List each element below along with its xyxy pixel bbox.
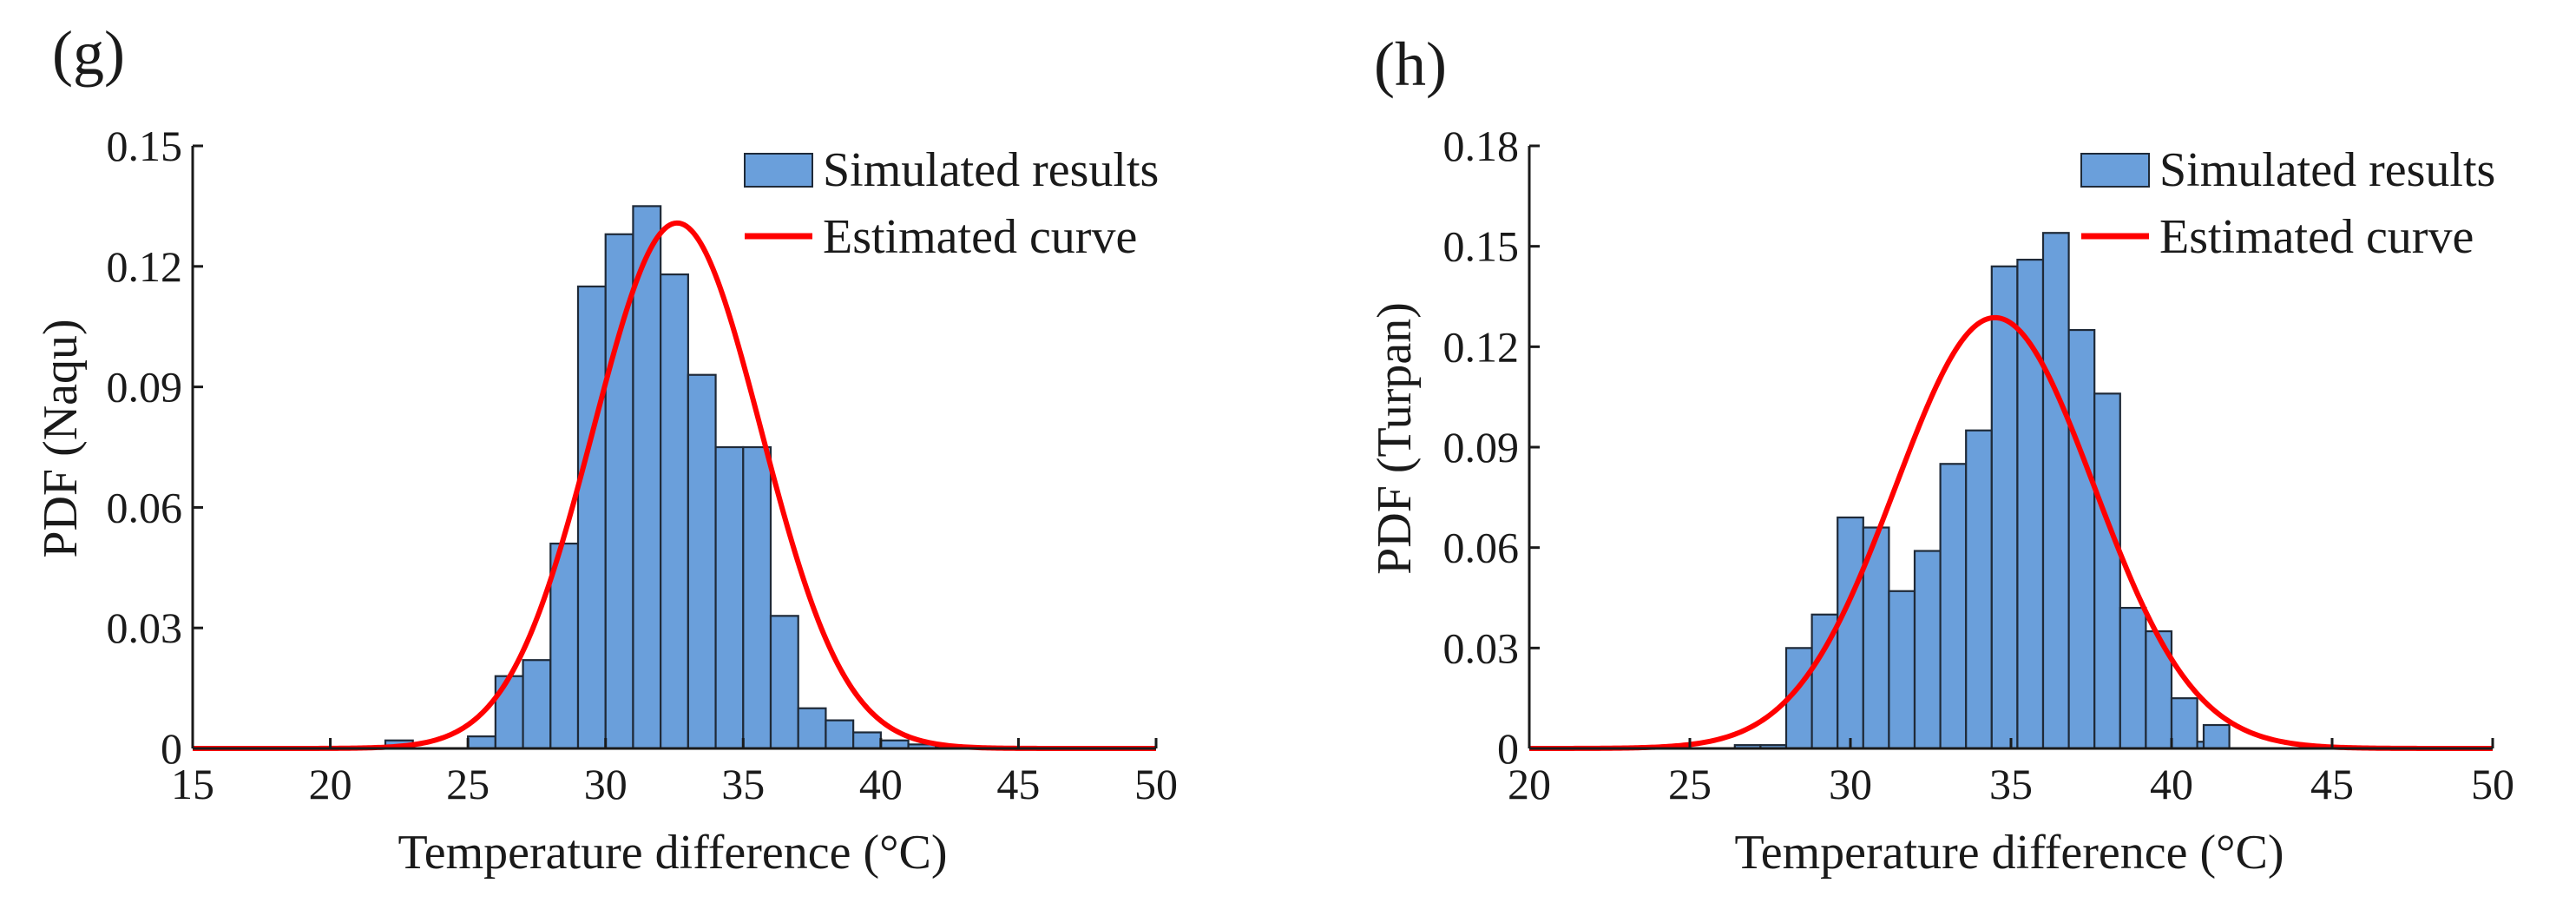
histogram-bar-turpan xyxy=(2170,697,2198,750)
y-tick-label-turpan: 0.12 xyxy=(1443,322,1520,371)
legend-label-curve-turpan: Estimated curve xyxy=(2159,210,2474,264)
histogram-bar-turpan xyxy=(1888,590,1916,750)
y-axis-title-turpan: PDF (Turpan) xyxy=(1368,302,1422,575)
x-tick-label-naqu: 30 xyxy=(584,760,628,808)
legend-naqu: Simulated results Estimated curve xyxy=(744,143,1159,264)
axes-turpan xyxy=(1528,144,2494,750)
y-tick-label-turpan: 0.06 xyxy=(1443,524,1520,572)
histogram-bar-turpan xyxy=(2093,392,2121,750)
x-tick-label-turpan: 50 xyxy=(2471,760,2514,808)
panel-label-h: (h) xyxy=(1374,30,1447,99)
x-tick-label-naqu: 20 xyxy=(309,760,352,808)
histogram-bar-turpan xyxy=(2067,328,2096,750)
histogram-bar-turpan xyxy=(1837,516,1864,750)
x-axis-title-turpan: Temperature difference (°C) xyxy=(1734,826,2284,880)
histogram-bar-turpan xyxy=(2041,232,2070,750)
panel-label-g: (g) xyxy=(52,18,125,88)
y-tick-label-naqu: 0.09 xyxy=(107,363,183,412)
legend-turpan: Simulated results Estimated curve xyxy=(2080,143,2495,264)
y-tick-label-naqu: 0.12 xyxy=(107,242,183,291)
y-tick-label-naqu: 0 xyxy=(161,724,182,773)
legend-swatch-simulated-turpan xyxy=(2080,153,2150,188)
x-tick-label-naqu: 15 xyxy=(171,760,214,808)
histogram-bar-turpan xyxy=(2119,606,2147,750)
legend-label-simulated-turpan: Simulated results xyxy=(2159,143,2495,197)
axes-naqu xyxy=(191,144,1158,750)
y-tick-label-turpan: 0.03 xyxy=(1443,623,1520,672)
x-tick-label-naqu: 25 xyxy=(446,760,490,808)
y-tick-label-naqu: 0.15 xyxy=(107,122,183,170)
x-tick-label-naqu: 45 xyxy=(996,760,1040,808)
legend-swatch-simulated-naqu xyxy=(744,153,813,188)
legend-label-curve-naqu: Estimated curve xyxy=(823,210,1137,264)
tick-labels-naqu: 15 20 25 30 35 40 45 50 0 0.03 0.06 0.09 0.12 0.15 xyxy=(107,122,1179,808)
histogram-bars-naqu xyxy=(384,205,992,750)
histogram-bar-turpan xyxy=(1939,463,1968,750)
histogram-bar-naqu xyxy=(742,445,772,750)
histogram-bar-naqu xyxy=(576,285,607,750)
x-tick-label-turpan: 20 xyxy=(1508,760,1551,808)
x-tick-label-turpan: 40 xyxy=(2150,760,2193,808)
y-tick-label-naqu: 0.06 xyxy=(107,483,183,531)
histogram-bar-naqu xyxy=(825,719,855,750)
histogram-bar-naqu xyxy=(660,273,689,750)
histogram-bar-naqu xyxy=(797,707,827,750)
x-tick-label-turpan: 25 xyxy=(1668,760,1712,808)
tick-labels-turpan: 20 25 30 35 40 45 50 0 0.03 0.06 0.09 0.12 0.15 0.18 xyxy=(1443,122,2515,808)
histogram-bar-naqu xyxy=(714,445,745,750)
histogram-bar-naqu xyxy=(494,675,524,750)
histogram-bar-naqu xyxy=(632,205,662,750)
x-tick-label-naqu: 40 xyxy=(859,760,903,808)
x-tick-label-turpan: 35 xyxy=(1989,760,2033,808)
histogram-bar-naqu xyxy=(687,373,717,750)
y-tick-label-turpan: 0.18 xyxy=(1443,122,1520,170)
histogram-bar-turpan xyxy=(1913,550,1942,750)
histogram-bar-naqu xyxy=(522,659,552,750)
y-tick-label-turpan: 0.09 xyxy=(1443,423,1520,471)
histogram-bar-naqu xyxy=(769,615,799,750)
legend-label-simulated-naqu: Simulated results xyxy=(823,143,1159,197)
y-axis-title-naqu: PDF (Naqu) xyxy=(34,319,88,557)
chart-panel-g: (g) 15 20 25 30 35 40 45 50 0 0.03 0.06 0.09 0.12 0.1… xyxy=(34,18,1178,880)
histogram-bar-turpan xyxy=(1965,429,1993,750)
histogram-bar-turpan xyxy=(2202,723,2231,750)
histogram-bar-naqu xyxy=(852,731,882,750)
x-tick-label-naqu: 50 xyxy=(1134,760,1178,808)
x-tick-label-turpan: 30 xyxy=(1829,760,1872,808)
histogram-bar-naqu xyxy=(604,233,634,750)
y-tick-label-turpan: 0.15 xyxy=(1443,222,1520,271)
histogram-bar-turpan xyxy=(1990,265,2019,750)
y-tick-label-turpan: 0 xyxy=(1497,724,1519,773)
x-tick-label-turpan: 45 xyxy=(2310,760,2354,808)
x-tick-label-naqu: 35 xyxy=(721,760,765,808)
chart-panel-h: (h) 20 25 30 35 40 45 50 0 0.03 0.06 0.09 0.12 0.15 0… xyxy=(1368,30,2514,880)
y-tick-label-naqu: 0.03 xyxy=(107,603,183,652)
x-axis-title-naqu: Temperature difference (°C) xyxy=(398,826,947,880)
histogram-bar-naqu xyxy=(467,735,496,750)
